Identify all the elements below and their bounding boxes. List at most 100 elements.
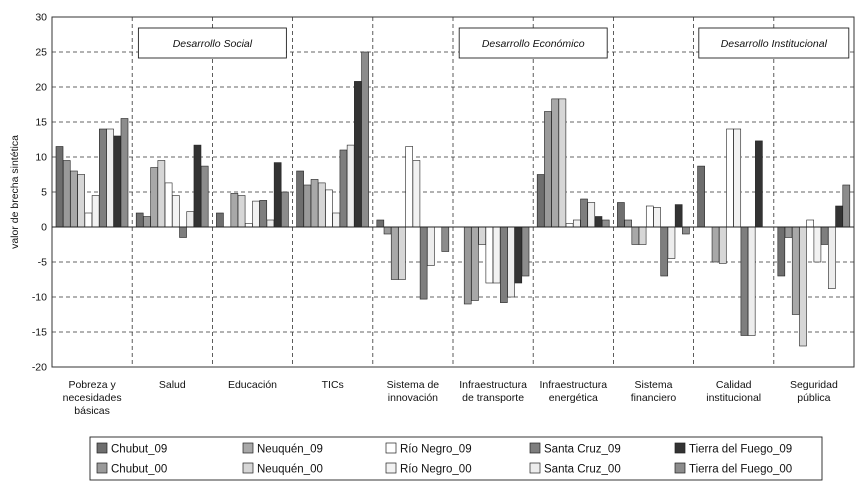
bar [514,226,523,284]
bar [398,226,406,280]
x-tick-label: Seguridad [790,379,838,391]
bar [252,200,260,228]
bar [332,212,341,228]
bar [427,226,435,266]
bar [711,226,720,263]
x-tick-label: Infraestructura [539,379,607,391]
legend-label: Río Negro_00 [400,464,472,476]
bar [346,144,355,228]
legend-label: Santa Cruz_09 [544,444,621,456]
x-tick-label: financiero [631,392,677,404]
bar [835,205,843,228]
bar [485,226,494,284]
bar [828,226,836,289]
bar [216,212,224,228]
group-labels: Desarrollo Social Desarrollo Económico Des… [137,27,850,59]
y-tick-label: -10 [32,292,47,304]
bar [106,128,114,228]
x-tick-label: necesidades [63,392,122,404]
bar [463,226,472,305]
y-tick-label: 30 [35,12,47,24]
legend-label: Neuquén_00 [257,464,323,476]
legend-box [89,436,823,481]
bar [660,226,669,277]
bar [281,191,289,228]
bar [791,226,800,315]
bar [412,160,421,228]
y-tick-label: 10 [35,152,47,164]
y-tick-labels: 30 25 20 15 10 5 0 -5 -10 -15 -20 [32,12,47,374]
group-label: Desarrollo Económico [482,38,585,50]
bar [733,128,742,228]
bar [551,98,559,228]
bar [697,165,705,228]
bar [273,162,282,228]
bar [565,223,574,228]
x-tick-label: Salud [159,379,186,391]
bar [747,226,756,336]
bar [441,226,450,252]
legend-swatch [385,442,397,454]
bar [193,144,202,228]
bar [624,219,632,228]
bar [390,226,399,280]
legend-label: Chubut_09 [111,444,167,456]
bar [726,128,734,228]
bar [325,189,333,228]
bar [354,81,362,228]
legend-swatch [242,462,254,474]
bar [478,226,486,245]
legend-swatch [242,442,254,454]
legend-label: Santa Cruz_00 [544,464,621,476]
bar [91,195,100,228]
y-tick-label: -15 [32,327,47,339]
legend-swatch [674,442,686,454]
bar [200,165,209,228]
bar [806,219,814,228]
bar [317,182,326,228]
y-axis-label: valor de brecha sintética [9,135,21,249]
bar [157,160,166,228]
bar [296,170,304,228]
bar [266,219,275,228]
legend-label: Tierra del Fuego_00 [689,464,792,476]
bar [310,179,319,228]
bar [179,226,187,238]
x-tick-label: Educación [228,379,277,391]
bar [653,207,661,228]
legend-swatch [529,462,541,474]
legend-swatch [529,442,541,454]
bar [113,135,122,228]
bar [521,226,530,277]
group-box [458,27,608,59]
group-box [137,27,287,59]
legend-swatch [96,462,108,474]
y-tick-label: 20 [35,82,47,94]
legend: Chubut_09 Chubut_00 Neuquén_09 Neuquén_00 Rí… [89,436,823,481]
bar [405,146,413,228]
bar [820,226,829,245]
legend-label: Chubut_00 [111,464,167,476]
bar [143,216,151,228]
y-tick-label: -5 [38,257,47,269]
bar [150,167,158,228]
y-tick-label: 25 [35,47,47,59]
x-tick-label: Pobreza y [68,379,116,391]
legend-swatch [385,462,397,474]
bar [500,226,508,303]
bar [580,198,588,228]
bar [674,204,683,228]
bar [361,51,369,228]
bar [237,195,246,228]
bar [70,170,78,228]
bar [62,160,71,228]
bar [99,128,107,228]
bar [667,226,676,259]
legend-label: Neuquén_09 [257,444,323,456]
bar [186,211,195,228]
bar [740,226,749,336]
x-tick-label: institucional [706,392,761,404]
bar [536,174,545,228]
